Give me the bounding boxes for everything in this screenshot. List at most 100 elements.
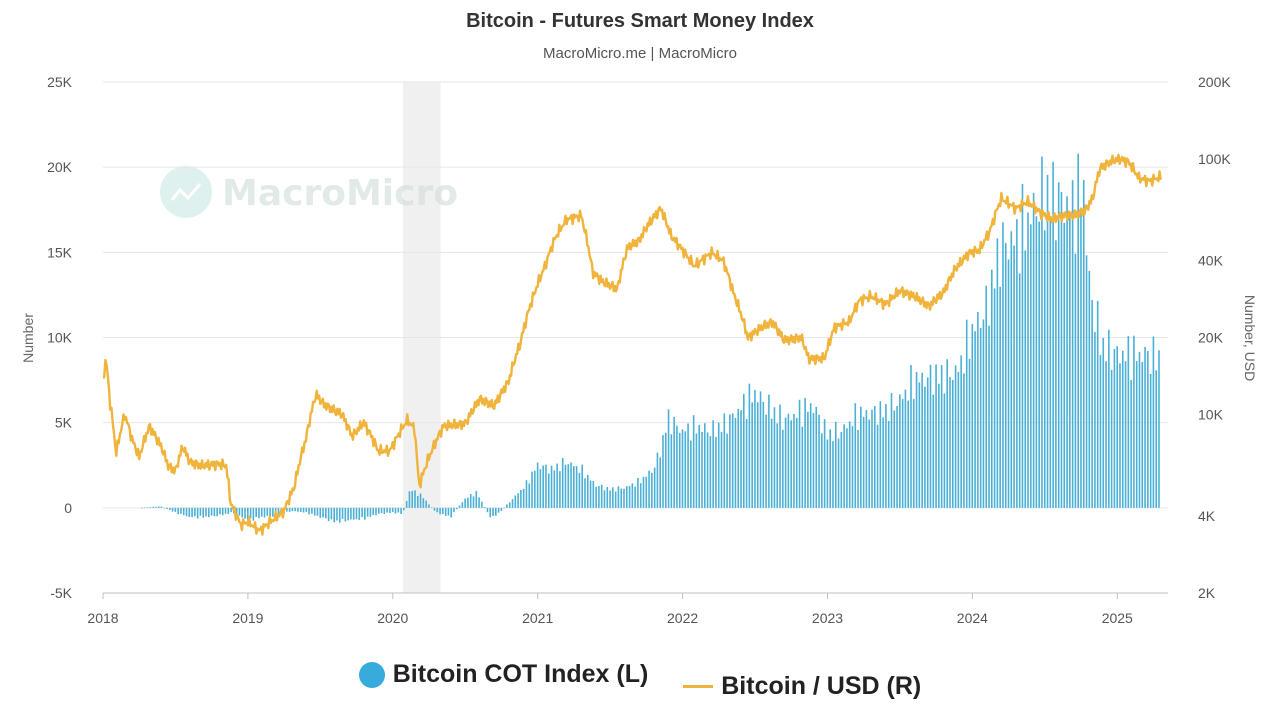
chart-area[interactable]: MacroMicro -5K 0 5K 10K 15K 20K 25K 2K 4K 10K 20K… xyxy=(0,0,1280,650)
cot-bar xyxy=(625,486,628,508)
cot-bar xyxy=(715,436,717,508)
right-tick-label: 2K xyxy=(1198,585,1216,601)
cot-bar xyxy=(573,466,575,508)
cot-bar xyxy=(472,496,475,508)
cot-bar xyxy=(461,502,464,508)
cot-bar xyxy=(1021,184,1024,508)
cot-bar xyxy=(297,507,299,512)
cot-bar xyxy=(759,391,762,508)
cot-bar xyxy=(361,507,363,518)
cot-bar xyxy=(492,507,494,517)
bitcoin-usd-line[interactable] xyxy=(102,153,1162,536)
cot-bar xyxy=(768,394,770,508)
cot-bar xyxy=(1052,161,1054,508)
cot-bar xyxy=(355,507,358,520)
cot-bar xyxy=(238,507,241,516)
cot-bar xyxy=(818,414,820,508)
cot-bar xyxy=(149,507,152,508)
cot-bar xyxy=(589,480,592,508)
cot-bar xyxy=(561,457,564,508)
x-tick-label: 2024 xyxy=(957,610,988,626)
cot-bar xyxy=(639,483,642,508)
cot-bar xyxy=(926,377,929,508)
cot-bar xyxy=(157,506,160,508)
watermark-logo-icon xyxy=(160,166,212,218)
cot-bar xyxy=(464,498,466,508)
cot-bar xyxy=(979,328,982,508)
cot-bar xyxy=(837,438,840,508)
cot-bar xyxy=(291,507,294,511)
cot-bar xyxy=(651,472,653,508)
cot-bar xyxy=(319,507,322,518)
right-axis-ticks: 2K 4K 10K 20K 40K 100K 200K xyxy=(1198,74,1231,601)
cot-bar xyxy=(286,507,288,512)
cot-bar xyxy=(389,507,391,513)
cot-bar xyxy=(556,463,558,508)
cot-bar xyxy=(809,403,812,508)
x-tick-label: 2019 xyxy=(232,610,263,626)
cot-bar xyxy=(904,389,907,508)
cot-bar xyxy=(553,470,556,508)
cot-bar xyxy=(152,506,154,508)
legend-dot-icon xyxy=(358,661,385,688)
cot-bar xyxy=(1105,361,1107,508)
cot-bar xyxy=(692,415,695,508)
cot-bar xyxy=(676,425,678,508)
cot-bar xyxy=(1060,191,1063,508)
cot-bar xyxy=(586,474,589,508)
cot-bar xyxy=(609,490,611,508)
cot-bar xyxy=(631,483,634,508)
cot-bar xyxy=(221,507,224,516)
cot-bar xyxy=(748,383,751,508)
cot-bar xyxy=(383,507,386,514)
cot-bar xyxy=(288,507,291,512)
left-tick-label: -5K xyxy=(50,585,72,601)
cot-bar xyxy=(143,507,146,509)
cot-bar xyxy=(269,507,271,517)
cot-bar xyxy=(584,478,586,508)
cot-bar xyxy=(522,488,525,508)
cot-bar xyxy=(386,507,388,513)
cot-bar xyxy=(325,507,327,519)
cot-bar xyxy=(458,505,461,508)
right-tick-label: 4K xyxy=(1198,508,1216,524)
cot-bar xyxy=(832,441,834,508)
cot-bar xyxy=(1041,156,1043,508)
cot-bar xyxy=(751,402,753,508)
cot-bar xyxy=(823,419,826,508)
cot-bar xyxy=(949,377,951,508)
cot-bar xyxy=(1119,363,1121,508)
cot-bar xyxy=(247,507,249,521)
cot-bar xyxy=(447,507,450,516)
cot-bar xyxy=(330,507,333,520)
cot-bar xyxy=(433,507,436,511)
cot-bar xyxy=(807,411,809,508)
cot-bar xyxy=(620,488,622,508)
cot-bar xyxy=(960,355,962,508)
cot-bar xyxy=(182,507,185,516)
cot-bar xyxy=(659,457,662,508)
legend-item-bitcoin-usd[interactable]: Bitcoin / USD (R) xyxy=(683,672,921,701)
x-tick-label: 2021 xyxy=(522,610,553,626)
cot-bar xyxy=(868,419,870,508)
cot-bar xyxy=(812,413,815,508)
legend-item-cot-index[interactable]: Bitcoin COT Index (L) xyxy=(358,660,648,689)
cot-bar xyxy=(731,413,734,508)
cot-bar xyxy=(344,507,347,522)
cot-bar xyxy=(358,507,361,520)
cot-bar xyxy=(1074,253,1077,508)
cot-bar xyxy=(171,507,174,512)
cot-bar xyxy=(559,471,561,508)
cot-bar xyxy=(174,507,177,512)
cot-bar xyxy=(244,507,246,519)
cot-bar xyxy=(924,386,926,508)
cot-bar xyxy=(1121,350,1124,508)
right-axis-title: Number, USD xyxy=(1242,295,1258,381)
cot-bar xyxy=(762,401,765,508)
cot-bar xyxy=(1110,369,1113,508)
cot-bar xyxy=(745,419,748,508)
cot-bar xyxy=(224,507,227,514)
cot-bar xyxy=(996,238,999,508)
cot-bar xyxy=(598,485,600,508)
cot-bar xyxy=(489,507,492,518)
